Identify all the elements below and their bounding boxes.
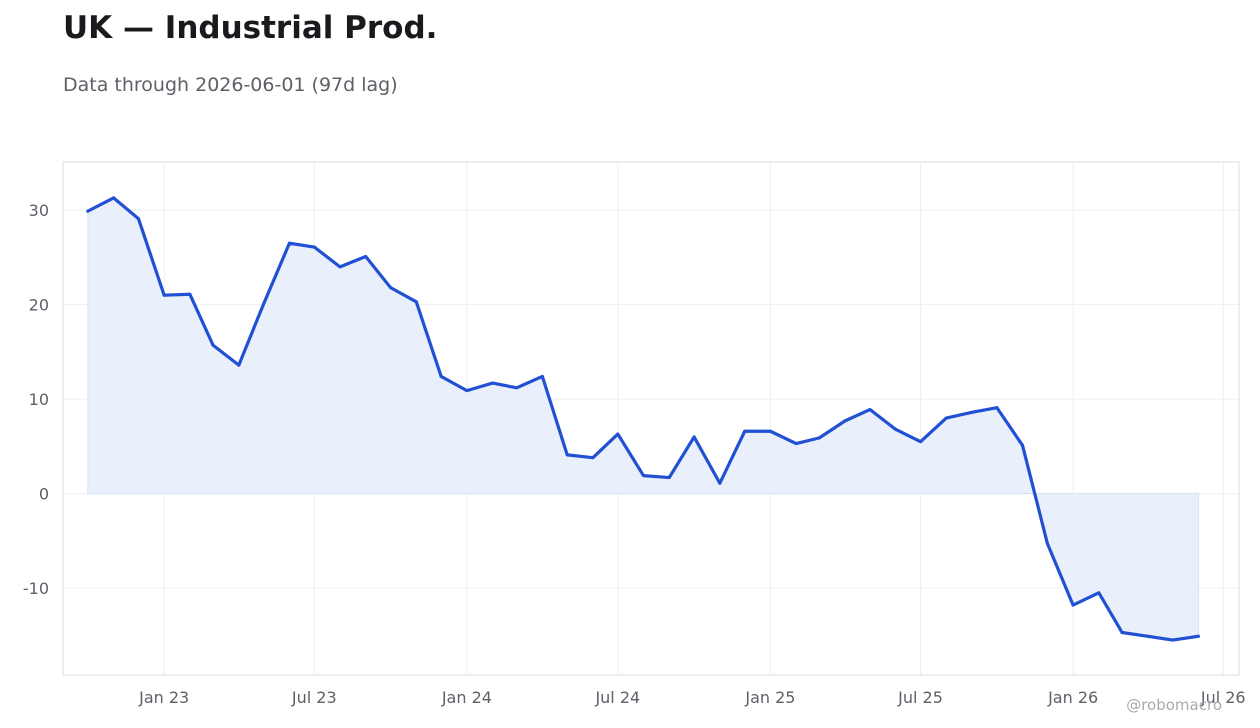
data-point [794,442,798,446]
data-point [112,196,116,200]
data-point [364,254,368,258]
data-point [944,416,948,420]
data-point [491,381,495,385]
data-point [188,292,192,296]
data-point [312,245,316,249]
y-tick-label: 20 [29,296,49,315]
data-point [743,429,747,433]
data-point [642,474,646,478]
data-point [718,481,722,485]
data-point [919,440,923,444]
data-point [237,363,241,367]
y-tick-label: 10 [29,390,49,409]
data-point [439,374,443,378]
data-point [86,209,90,213]
x-tick-label: Jan 26 [1047,688,1098,707]
data-point [136,217,140,221]
data-point [817,436,821,440]
x-tick-label: Jan 25 [744,688,795,707]
y-tick-label: -10 [23,579,49,598]
data-point [540,374,544,378]
plot-frame [62,161,1240,676]
data-point [262,302,266,306]
x-tick-label: Jul 26 [1200,688,1246,707]
data-point [1071,603,1075,607]
data-point [591,456,595,460]
data-point [1171,638,1175,642]
data-point [768,429,772,433]
x-tick-label: Jul 25 [897,688,943,707]
y-tick-label: 0 [39,485,49,504]
data-point [414,300,418,304]
data-point [211,343,215,347]
data-point [970,410,974,414]
data-point [1021,443,1025,447]
data-point [692,435,696,439]
data-point [1120,630,1124,634]
x-tick-label: Jul 23 [291,688,337,707]
data-point [843,419,847,423]
chart-title: UK — Industrial Prod. [63,10,438,46]
data-point [465,389,469,393]
data-point [995,406,999,410]
chart-subtitle: Data through 2026-06-01 (97d lag) [63,74,398,96]
series-area-fill [87,197,1199,641]
data-point [667,476,671,480]
data-point [565,453,569,457]
watermark: @robomacro [1126,696,1222,714]
data-point [515,386,519,390]
data-point [287,241,291,245]
data-point [616,432,620,436]
x-tick-label: Jan 24 [441,688,492,707]
data-point [162,293,166,297]
data-point [894,427,898,431]
data-point [1045,542,1049,546]
data-point [1196,634,1200,638]
x-tick-label: Jul 24 [594,688,640,707]
data-point [389,286,393,290]
y-tick-label: 30 [29,201,49,220]
data-point [338,265,342,269]
data-point [868,408,872,412]
data-point [1097,591,1101,595]
data-point [1146,634,1150,638]
x-tick-label: Jan 23 [138,688,189,707]
